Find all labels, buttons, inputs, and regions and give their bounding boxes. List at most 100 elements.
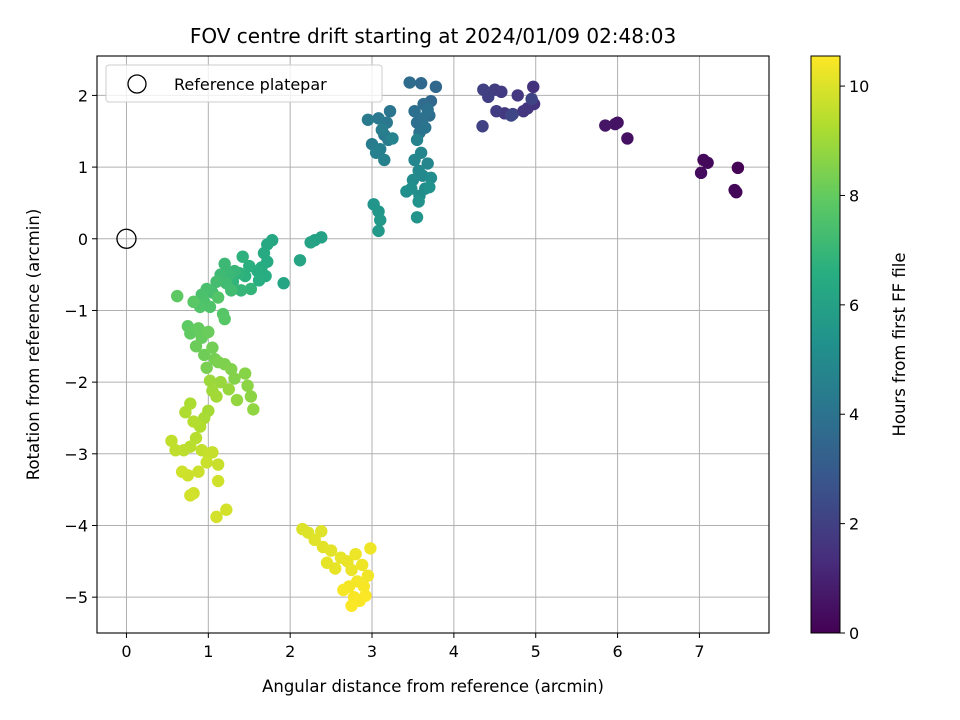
data-point [324, 544, 338, 557]
legend-box [105, 64, 383, 103]
data-point [230, 393, 244, 407]
colorbar-gradient [810, 55, 841, 634]
data-point [244, 282, 258, 296]
data-point [211, 458, 225, 471]
data-point [220, 503, 233, 516]
data-point [171, 289, 184, 303]
data-point [599, 119, 612, 132]
data-point [192, 465, 205, 478]
data-point [210, 275, 223, 288]
y-tick-label: 1 [78, 158, 88, 177]
data-point [179, 406, 192, 419]
data-point [527, 80, 540, 94]
x-axis-ticks: 0 1 2 3 4 5 6 7 [121, 633, 705, 661]
data-point [203, 374, 217, 387]
data-point [277, 277, 290, 290]
data-point [189, 340, 203, 353]
x-tick-label: 0 [121, 642, 131, 661]
data-point [359, 589, 372, 602]
data-point [361, 113, 375, 126]
data-point [400, 185, 413, 198]
data-point [525, 92, 538, 106]
y-tick-label: 2 [78, 86, 88, 105]
colorbar-label: Hours from first FF file [890, 252, 909, 436]
data-point [490, 104, 503, 118]
data-point [236, 250, 249, 263]
x-tick-label: 4 [449, 642, 459, 661]
data-point [252, 274, 266, 287]
data-point [243, 259, 256, 273]
chart-title: FOV centre drift starting at 2024/01/09 … [190, 24, 676, 48]
data-point [375, 123, 389, 137]
data-point [403, 76, 416, 89]
data-point [247, 403, 260, 416]
data-point [315, 525, 328, 538]
data-point [304, 236, 317, 249]
data-point [421, 157, 434, 170]
data-point [203, 300, 217, 314]
data-point [424, 171, 438, 185]
data-point [372, 224, 385, 238]
data-point [374, 213, 387, 227]
data-point [410, 211, 424, 224]
data-point [328, 562, 342, 575]
y-tick-label: −2 [64, 373, 88, 392]
data-point [211, 291, 225, 304]
data-point [410, 133, 424, 147]
data-point [372, 112, 385, 125]
data-point [621, 132, 634, 145]
data-point [369, 146, 383, 159]
data-point [361, 569, 375, 582]
x-tick-label: 2 [285, 642, 295, 661]
data-point [511, 89, 524, 102]
colorbar-ticks: 0 2 4 6 8 10 [840, 77, 869, 643]
data-point [187, 295, 200, 309]
data-point [225, 284, 238, 297]
y-tick-label: −3 [64, 445, 88, 464]
data-point [412, 195, 425, 208]
data-point [198, 348, 211, 362]
y-axis-ticks: −5 −4 −3 −2 −1 0 1 2 [64, 86, 97, 607]
data-point [476, 120, 489, 133]
data-point [364, 542, 377, 555]
colorbar: 0 2 4 6 8 10 Hours from first FF file [810, 55, 909, 643]
data-point [225, 363, 238, 376]
legend: Reference platepar [105, 64, 383, 103]
data-point [477, 83, 490, 96]
data-point [357, 580, 371, 593]
data-point [517, 104, 530, 118]
reference-platepar-marker [116, 228, 137, 249]
data-point [184, 489, 197, 502]
y-axis-label: Rotation from reference (arcmin) [24, 209, 43, 481]
data-point [383, 104, 397, 118]
colorbar-tick-label: 8 [849, 186, 859, 205]
x-axis-label: Angular distance from reference (arcmin) [262, 677, 604, 696]
data-point [378, 153, 391, 167]
data-point [175, 465, 189, 478]
data-point [345, 599, 358, 612]
data-point [214, 375, 227, 389]
data-point [386, 132, 399, 145]
data-point [423, 180, 436, 194]
data-point [293, 254, 307, 267]
data-point [165, 434, 178, 448]
data-point [421, 103, 434, 116]
data-point [349, 547, 362, 561]
x-tick-label: 7 [694, 642, 704, 661]
data-point [731, 161, 745, 175]
data-point [504, 109, 518, 122]
x-tick-label: 1 [203, 642, 213, 661]
data-point [238, 367, 252, 380]
plot-frame [96, 55, 770, 634]
y-tick-label: 0 [78, 230, 88, 249]
data-point [234, 284, 248, 297]
data-point [206, 341, 219, 354]
data-point [210, 510, 223, 524]
data-point [210, 390, 223, 403]
data-point [408, 104, 421, 118]
data-point [202, 325, 215, 339]
data-point [222, 383, 235, 396]
data-point [345, 563, 358, 577]
data-point [218, 257, 231, 271]
